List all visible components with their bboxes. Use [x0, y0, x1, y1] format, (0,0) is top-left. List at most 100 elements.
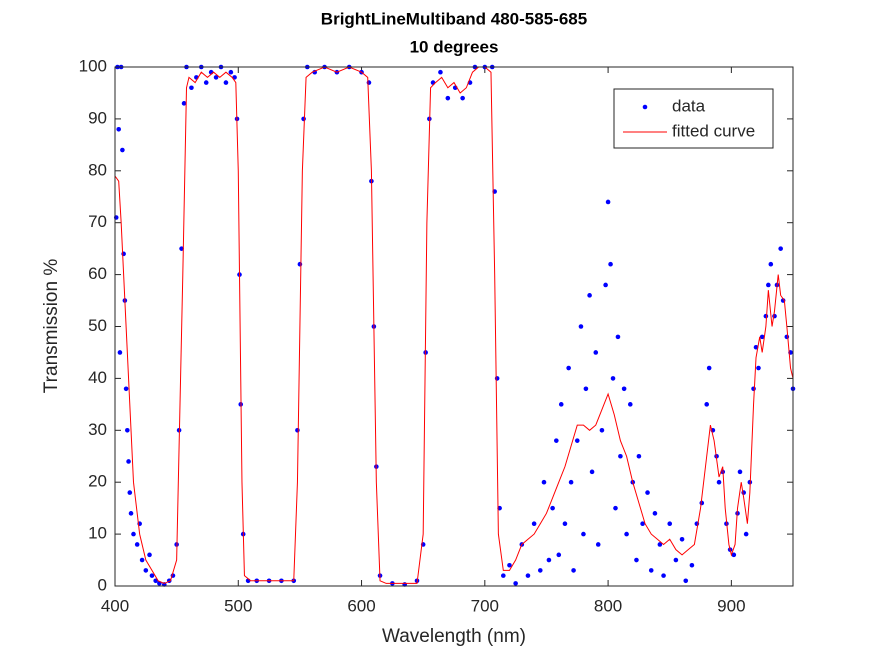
data-point	[566, 365, 571, 371]
data-point	[627, 402, 633, 407]
y-tick-label: 90	[88, 108, 107, 127]
chart-title: BrightLineMultiband 480-585-685	[321, 9, 587, 28]
y-tick-label: 80	[88, 160, 107, 179]
data-point	[366, 80, 372, 85]
data-point	[143, 568, 149, 573]
data-point	[706, 365, 712, 371]
data-point	[618, 453, 623, 459]
data-point	[683, 578, 689, 584]
x-tick-label: 600	[347, 596, 375, 615]
data-point	[763, 313, 769, 319]
data-point	[679, 536, 685, 542]
data-point	[743, 531, 749, 537]
data-point	[689, 562, 695, 568]
legend-label: fitted curve	[672, 121, 755, 140]
data-point	[550, 505, 555, 511]
data-point	[571, 568, 576, 573]
data-point	[125, 428, 130, 433]
data-point	[756, 365, 761, 371]
data-point	[759, 334, 765, 340]
data-point	[117, 350, 123, 355]
data-point	[661, 573, 666, 578]
data-point	[203, 80, 209, 85]
data-point	[134, 542, 140, 547]
data-point	[768, 261, 774, 267]
data-point	[123, 386, 129, 392]
y-tick-label: 50	[88, 316, 107, 335]
data-point	[149, 573, 155, 578]
x-axis-label: Wavelength (nm)	[382, 626, 526, 647]
data-point	[778, 246, 783, 251]
data-point	[605, 199, 611, 205]
data-point	[636, 453, 642, 459]
data-point	[731, 552, 737, 558]
data-point	[223, 80, 229, 85]
data-point	[139, 557, 145, 563]
data-point	[531, 521, 537, 527]
data-point	[673, 557, 679, 563]
data-point	[513, 581, 518, 586]
data-point	[228, 69, 234, 75]
data-point	[189, 85, 194, 91]
data-point	[772, 313, 777, 319]
data-point	[558, 402, 564, 407]
data-point	[766, 282, 771, 288]
data-point	[621, 386, 627, 392]
data-point	[128, 511, 134, 516]
data-point	[595, 542, 601, 547]
x-tick-label: 700	[471, 596, 499, 615]
data-point	[645, 490, 650, 495]
x-tick-label: 900	[717, 596, 745, 615]
data-point	[507, 562, 512, 568]
data-point	[525, 573, 531, 578]
data-point	[301, 116, 306, 122]
y-tick-label: 100	[79, 56, 107, 75]
x-tick-label: 400	[101, 596, 129, 615]
x-tick-label: 800	[594, 596, 622, 615]
data-point	[501, 573, 506, 578]
x-tick-label: 500	[224, 596, 252, 615]
data-point	[737, 469, 743, 475]
data-point	[581, 531, 586, 537]
data-point	[153, 578, 158, 584]
y-tick-label: 0	[98, 575, 107, 594]
data-point	[438, 69, 443, 75]
data-point	[181, 101, 187, 106]
data-point	[126, 459, 131, 464]
data-point	[615, 334, 621, 340]
data-point	[460, 95, 465, 101]
data-point	[603, 282, 608, 288]
data-point	[120, 147, 125, 153]
data-point	[613, 505, 618, 511]
data-point	[741, 490, 746, 495]
legend-marker	[642, 104, 648, 110]
data-point	[147, 552, 152, 558]
y-tick-label: 30	[88, 420, 107, 439]
y-tick-label: 10	[88, 524, 107, 543]
data-point	[541, 479, 547, 485]
data-point	[537, 568, 543, 573]
data-point	[121, 251, 126, 257]
data-point	[295, 428, 300, 433]
data-point	[599, 428, 605, 433]
y-tick-label: 40	[88, 368, 107, 387]
data-point	[494, 376, 500, 381]
fitted-line	[114, 66, 794, 584]
data-point	[784, 334, 790, 340]
data-point	[562, 521, 568, 527]
legend-label: data	[672, 96, 706, 115]
data-point	[116, 126, 121, 132]
data-point	[127, 490, 133, 495]
data-point	[587, 293, 592, 298]
data-point	[593, 350, 599, 355]
data-point	[667, 521, 673, 527]
y-axis-label: Transmission %	[41, 259, 62, 394]
plot-frame	[114, 66, 794, 587]
data-point	[648, 568, 654, 573]
data-point	[716, 479, 722, 485]
data-point	[583, 386, 589, 392]
data-point	[624, 531, 629, 537]
y-tick-label: 70	[88, 212, 107, 231]
